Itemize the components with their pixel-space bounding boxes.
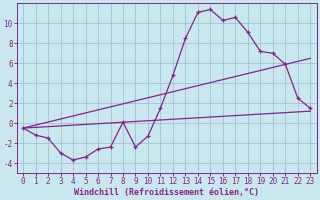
X-axis label: Windchill (Refroidissement éolien,°C): Windchill (Refroidissement éolien,°C) [74,188,259,197]
